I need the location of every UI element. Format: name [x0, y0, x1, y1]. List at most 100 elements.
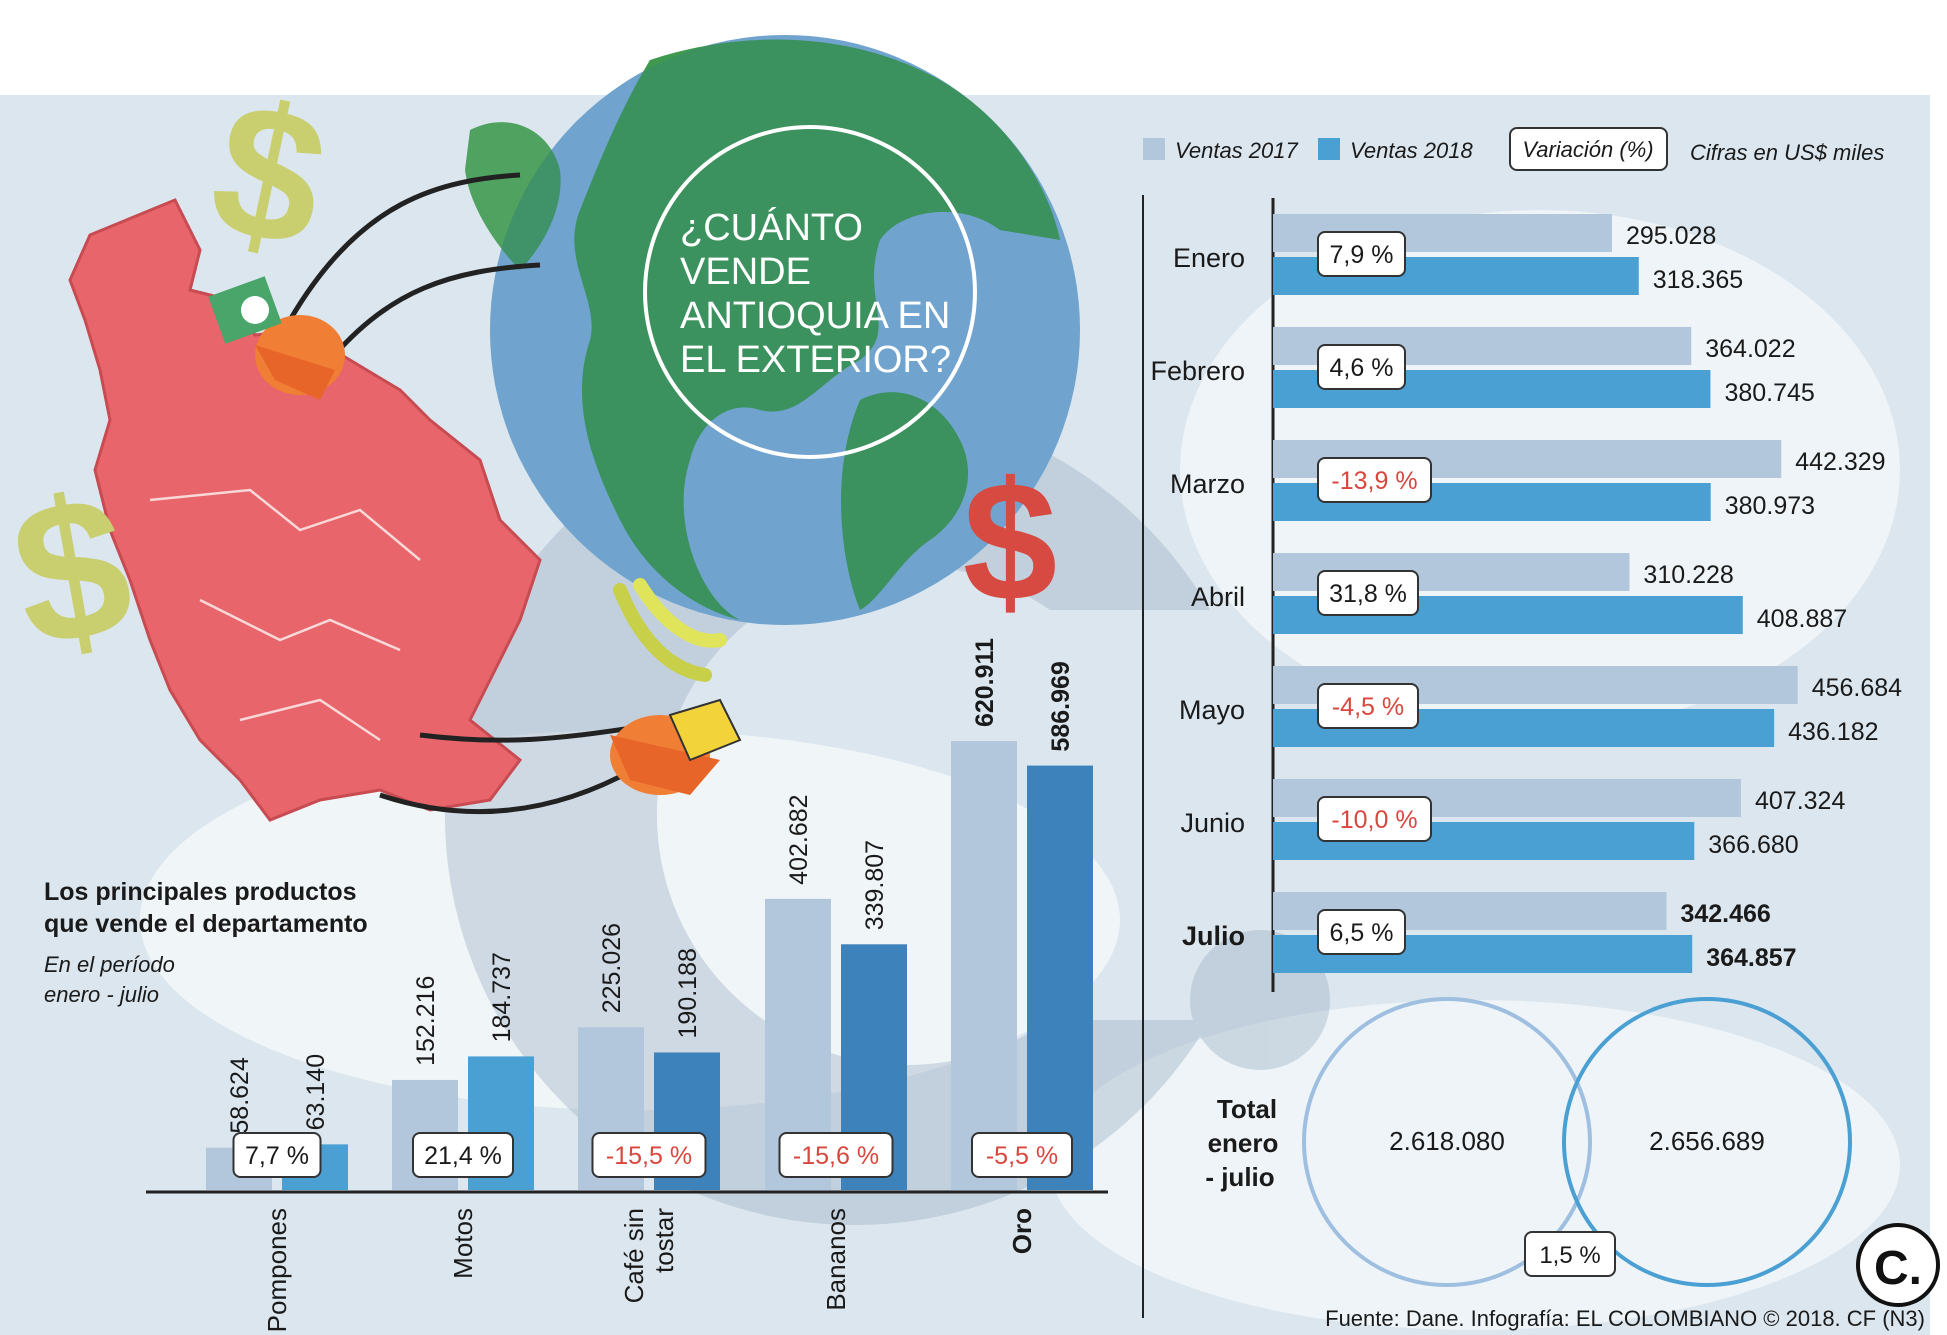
headline-line: VENDE: [680, 251, 811, 293]
month-label: Junio: [1180, 808, 1245, 838]
product-variation-box: [778, 1132, 894, 1178]
globe-icon: [465, 35, 1080, 625]
product-variation-box: [412, 1132, 514, 1178]
svg-text:$: $: [963, 447, 1058, 637]
legend-variation-label: Variación (%): [1522, 137, 1653, 162]
hand-icon: [255, 172, 541, 400]
products-subtitle-line: enero - julio: [44, 982, 159, 1007]
product-value-2018: 63.140: [302, 1054, 330, 1130]
headline-line: ¿CUÁNTO: [680, 206, 863, 249]
variation-box: [1317, 231, 1406, 277]
variation-label: 31,8 %: [1329, 580, 1407, 608]
products-title-line: Los principales productos: [44, 878, 357, 906]
product-variation-label: 7,7 %: [245, 1142, 309, 1170]
variation-box: [1317, 909, 1406, 955]
total-comparison: Total enero - julio 2.618.080 2.656.689 …: [1205, 997, 1852, 1287]
product-variation-box: [971, 1132, 1073, 1178]
total-value-2017: 2.618.080: [1389, 1126, 1505, 1156]
product-category-label: Oro: [1007, 1208, 1037, 1254]
units-label: Cifras en US$ miles: [1690, 140, 1884, 165]
total-value-2018: 2.656.689: [1649, 1126, 1765, 1156]
value-label-2017: 407.324: [1755, 787, 1845, 815]
value-label-2018: 364.857: [1706, 944, 1796, 972]
product-value-2018: 190.188: [674, 948, 702, 1038]
product-variation-box: [591, 1132, 707, 1178]
variation-label: -4,5 %: [1332, 693, 1404, 721]
value-label-2018: 366.680: [1708, 831, 1798, 859]
variation-label: -10,0 %: [1331, 806, 1417, 834]
month-label: Mayo: [1179, 695, 1245, 725]
legend-swatch-2017: [1143, 138, 1165, 160]
svg-text:C.: C.: [1874, 1242, 1922, 1295]
product-category-label: tostar: [649, 1208, 679, 1273]
product-value-2017: 620.911: [971, 638, 999, 727]
value-label-2017: 295.028: [1626, 222, 1716, 250]
product-category-label: Motos: [448, 1208, 478, 1279]
month-label: Febrero: [1150, 356, 1245, 386]
gold-bar-icon: [668, 698, 742, 762]
product-value-2017: 58.624: [226, 1057, 254, 1134]
month-label: Marzo: [1170, 469, 1245, 499]
flower-bouquet-icon: [208, 276, 282, 344]
product-value-2017: 225.026: [598, 923, 626, 1013]
product-value-2018: 586.969: [1047, 661, 1075, 751]
product-category-label: Pompones: [262, 1208, 292, 1332]
products-subtitle-line: En el período: [44, 952, 175, 977]
total-label-line: Total: [1217, 1094, 1277, 1124]
headline-line: ANTIOQUIA EN: [680, 295, 950, 337]
value-label-2018: 380.745: [1724, 379, 1814, 407]
product-variation-label: -15,6 %: [793, 1142, 879, 1170]
svg-text:$: $: [195, 60, 342, 289]
banana-icon: [613, 578, 727, 682]
value-label-2017: 310.228: [1643, 561, 1733, 589]
total-label-line: enero: [1208, 1128, 1279, 1158]
el-colombiano-logo-icon: C.: [1856, 1223, 1940, 1307]
product-category-label: Bananos: [821, 1208, 851, 1311]
monthly-bar-chart: 295.028 318.365 Enero 7,9 % 364.022 380.745 Fe…: [1150, 214, 1902, 973]
legend-variation-box: [1509, 127, 1668, 171]
month-label: Enero: [1173, 243, 1245, 273]
variation-label: 7,9 %: [1330, 241, 1394, 269]
value-label-2017: 364.022: [1705, 335, 1795, 363]
product-variation-box: [232, 1132, 322, 1178]
source-label: Fuente: Dane. Infografía: EL COLOMBIANO …: [1325, 1306, 1925, 1331]
total-label-line: - julio: [1205, 1162, 1274, 1192]
legend-label-2018: Ventas 2018: [1350, 138, 1473, 163]
products-title-line: que vende el departamento: [44, 910, 368, 938]
product-value-2017: 152.216: [412, 976, 440, 1066]
headline-line: EL EXTERIOR?: [680, 339, 951, 381]
total-variation-label: 1,5 %: [1539, 1242, 1600, 1269]
product-variation-label: 21,4 %: [424, 1142, 502, 1170]
product-value-2018: 339.807: [861, 840, 889, 930]
month-label: Julio: [1182, 921, 1245, 951]
total-circle-2018: [1562, 997, 1852, 1287]
variation-label: 6,5 %: [1330, 919, 1394, 947]
month-label: Abril: [1191, 582, 1245, 612]
variation-box: [1317, 344, 1406, 390]
value-label-2018: 318.365: [1653, 266, 1743, 294]
hand-icon: [379, 715, 720, 815]
value-label-2017: 442.329: [1795, 448, 1885, 476]
product-value-2018: 184.737: [488, 952, 516, 1042]
product-value-2017: 402.682: [785, 794, 813, 884]
variation-label: 4,6 %: [1330, 354, 1394, 382]
product-bar-2018: [1027, 765, 1093, 1190]
variation-label: -13,9 %: [1331, 467, 1417, 495]
value-label-2018: 436.182: [1788, 718, 1878, 746]
legend-swatch-2018: [1318, 138, 1340, 160]
product-bar-2017: [951, 741, 1017, 1190]
dollar-sign-icon: $: [195, 60, 342, 289]
value-label-2018: 380.973: [1725, 492, 1815, 520]
total-circle-2017: [1302, 997, 1592, 1287]
product-variation-label: -5,5 %: [986, 1142, 1058, 1170]
variation-box: [1317, 457, 1432, 503]
total-variation-box: [1524, 1231, 1616, 1277]
legend-label-2017: Ventas 2017: [1175, 138, 1298, 163]
variation-box: [1317, 796, 1432, 842]
variation-box: [1317, 683, 1419, 729]
dollar-sign-icon: $: [963, 447, 1058, 637]
value-label-2017: 342.466: [1680, 900, 1770, 928]
product-variation-label: -15,5 %: [606, 1142, 692, 1170]
